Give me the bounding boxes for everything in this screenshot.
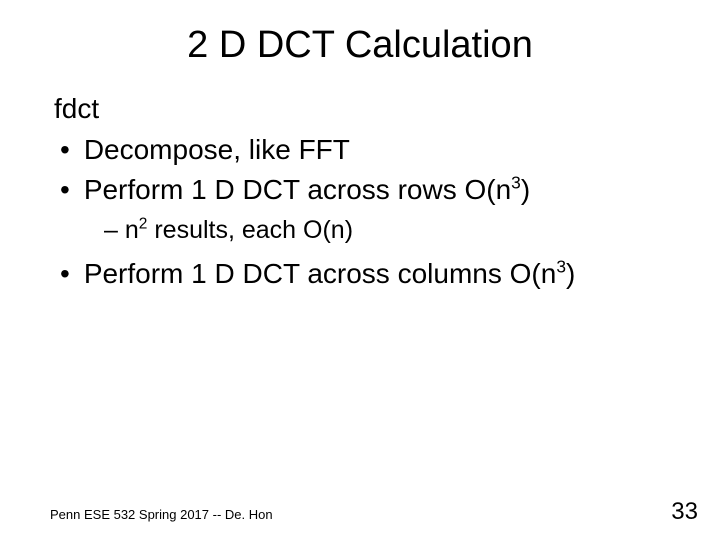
bullet2-sup: 3 [511, 173, 521, 193]
bullet3-suffix: ) [566, 258, 575, 289]
sub1-prefix: – n [104, 216, 139, 244]
line-fdct: fdct [54, 89, 670, 130]
bullet-item-3: • Perform 1 D DCT across columns O(n3) [54, 254, 670, 295]
bullet-text-2: Perform 1 D DCT across rows O(n3) [84, 170, 530, 211]
bullet3-sup: 3 [556, 256, 566, 276]
sub1-suffix: results, each O(n) [147, 216, 353, 244]
slide-container: 2 D DCT Calculation fdct • Decompose, li… [0, 0, 720, 540]
sub-bullet-text-1: – n2 results, each O(n) [104, 213, 353, 248]
bullet-text-3: Perform 1 D DCT across columns O(n3) [84, 254, 575, 295]
bullet3-prefix: Perform 1 D DCT across columns O(n [84, 258, 557, 289]
content-area: fdct • Decompose, like FFT • Perform 1 D… [50, 89, 670, 294]
page-number: 33 [671, 498, 698, 526]
bullet2-prefix: Perform 1 D DCT across rows O(n [84, 174, 511, 205]
bullet-marker: • [60, 130, 70, 171]
bullet-text-1: Decompose, like FFT [84, 130, 350, 171]
bullet-item-2: • Perform 1 D DCT across rows O(n3) [54, 170, 670, 211]
footer-left: Penn ESE 532 Spring 2017 -- De. Hon [50, 507, 273, 522]
bullet2-suffix: ) [521, 174, 530, 205]
sub-bullet-item-1: – n2 results, each O(n) [54, 213, 670, 248]
bullet-marker: • [60, 170, 70, 211]
slide-title: 2 D DCT Calculation [50, 24, 670, 67]
bullet-marker: • [60, 254, 70, 295]
bullet-item-1: • Decompose, like FFT [54, 130, 670, 171]
